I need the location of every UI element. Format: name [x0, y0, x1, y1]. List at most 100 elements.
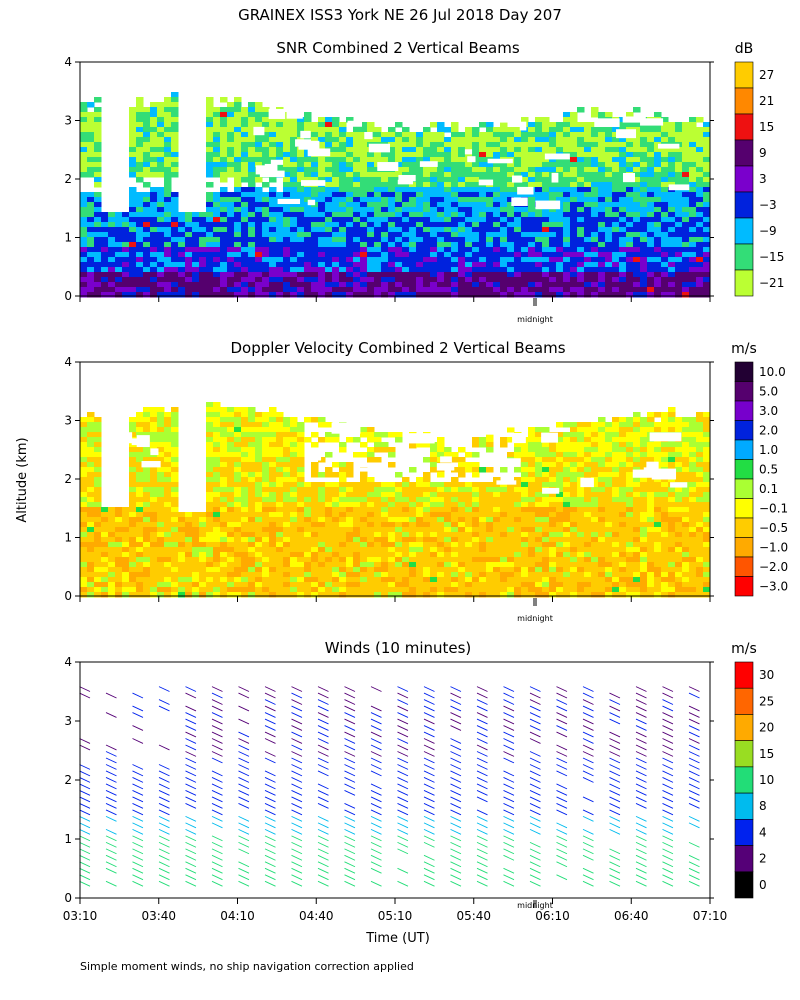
snr-cell — [689, 177, 697, 183]
snr-cell — [486, 147, 494, 153]
snr-cell — [80, 102, 88, 108]
doppler-cell — [402, 482, 410, 488]
snr-cell — [395, 292, 403, 298]
doppler-cell — [339, 447, 347, 453]
snr-cell — [633, 232, 641, 238]
snr-cell — [325, 207, 333, 213]
snr-cell — [535, 217, 543, 223]
snr-cell — [87, 217, 95, 223]
snr-cell — [535, 167, 543, 173]
snr-cell — [563, 112, 571, 118]
snr-gap — [519, 121, 527, 131]
doppler-cell — [143, 452, 151, 458]
snr-cell — [640, 222, 648, 228]
doppler-cell — [115, 522, 123, 528]
snr-cell — [122, 262, 130, 268]
snr-cell — [241, 107, 249, 113]
snr-cell — [493, 137, 501, 143]
snr-cell — [227, 152, 235, 158]
snr-cell — [311, 122, 319, 128]
snr-cell — [619, 282, 627, 288]
doppler-cell — [241, 522, 249, 528]
snr-cell — [703, 232, 711, 238]
snr-gap — [464, 149, 473, 155]
doppler-cell — [430, 542, 438, 548]
doppler-cell — [472, 542, 480, 548]
snr-cell — [619, 247, 627, 253]
doppler-cell — [171, 477, 179, 483]
doppler-cell — [157, 587, 165, 593]
doppler-cell — [157, 507, 165, 513]
snr-cell — [297, 222, 305, 228]
doppler-cell — [248, 422, 256, 428]
snr-cell — [171, 157, 179, 163]
snr-cell — [192, 262, 200, 268]
doppler-cell — [311, 562, 319, 568]
snr-cell — [563, 182, 571, 188]
doppler-cell — [143, 482, 151, 488]
doppler-cell — [430, 572, 438, 578]
snr-cell — [283, 227, 291, 233]
snr-cell — [605, 162, 613, 168]
snr-cell — [507, 292, 515, 298]
doppler-cell — [276, 492, 284, 498]
snr-cell — [206, 222, 214, 228]
doppler-cell — [136, 547, 144, 553]
snr-cell — [444, 202, 452, 208]
doppler-cell — [486, 567, 494, 573]
snr-cell — [276, 167, 284, 173]
snr-cell — [262, 147, 270, 153]
doppler-cell — [346, 542, 354, 548]
snr-cell — [297, 127, 305, 133]
snr-cell — [437, 237, 445, 243]
snr-cell — [108, 252, 116, 258]
doppler-cell — [458, 542, 466, 548]
doppler-cell — [339, 587, 347, 593]
doppler-cell — [290, 487, 298, 493]
doppler-cell — [227, 477, 235, 483]
doppler-cell — [493, 547, 501, 553]
doppler-cell — [318, 497, 326, 503]
snr-cell — [416, 177, 424, 183]
snr-gap — [622, 116, 646, 123]
snr-cell — [668, 287, 676, 293]
doppler-cell — [318, 502, 326, 508]
doppler-cell — [164, 522, 172, 528]
doppler-cell — [129, 522, 137, 528]
snr-cell — [304, 237, 312, 243]
snr-cell — [493, 167, 501, 173]
doppler-cell — [430, 512, 438, 518]
snr-cell — [171, 282, 179, 288]
doppler-cell — [444, 557, 452, 563]
doppler-cell — [360, 517, 368, 523]
snr-cell — [101, 287, 109, 293]
snr-cell — [290, 192, 298, 198]
snr-cell — [171, 112, 179, 118]
doppler-cell — [241, 527, 249, 533]
doppler-cell — [80, 527, 88, 533]
doppler-cell — [465, 487, 473, 493]
snr-cell — [430, 147, 438, 153]
snr-cell — [668, 197, 676, 203]
snr-cell — [367, 157, 375, 163]
doppler-cell — [465, 587, 473, 593]
snr-cell — [150, 112, 158, 118]
snr-cell — [668, 227, 676, 233]
snr-cell — [157, 142, 165, 148]
doppler-cell — [283, 582, 291, 588]
snr-cell — [535, 232, 543, 238]
snr-cell — [367, 172, 375, 178]
snr-cell — [675, 227, 683, 233]
doppler-cell — [171, 582, 179, 588]
snr-cell — [234, 267, 242, 273]
snr-cell — [143, 222, 151, 228]
doppler-cell — [367, 587, 375, 593]
snr-cell — [472, 222, 480, 228]
snr-cell — [87, 267, 95, 273]
doppler-cell — [213, 532, 221, 538]
snr-cell — [395, 247, 403, 253]
doppler-cell — [136, 482, 144, 488]
snr-cell — [248, 167, 256, 173]
